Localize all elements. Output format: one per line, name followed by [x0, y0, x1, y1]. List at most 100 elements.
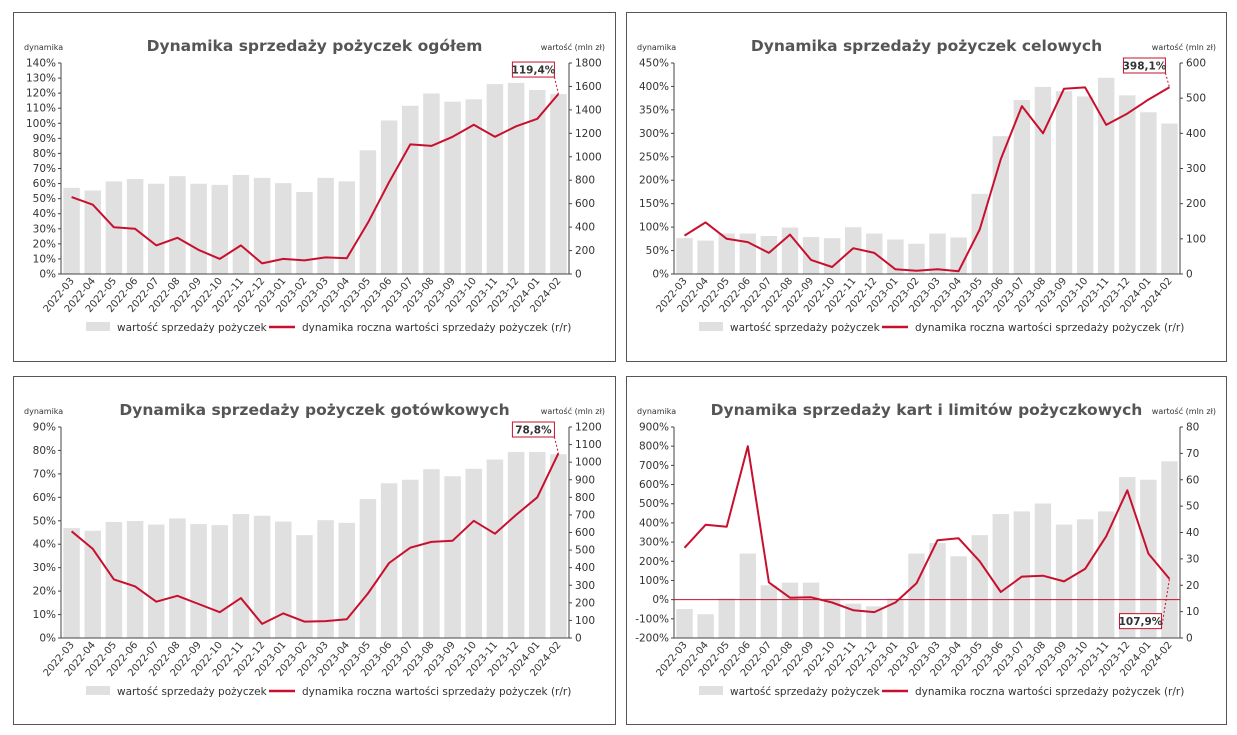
left-tick-label: 20% — [33, 586, 56, 598]
left-tick-label: 200% — [639, 175, 669, 187]
callout-leader — [1160, 578, 1170, 629]
bar-2023-09 — [1055, 91, 1073, 274]
bar-2023-02 — [296, 535, 313, 638]
bar-2022-09 — [802, 237, 820, 274]
bar-2023-08 — [1034, 503, 1052, 638]
bar-2022-10 — [211, 525, 229, 638]
bar-2023-05 — [971, 535, 988, 638]
bar-2023-11 — [1097, 77, 1115, 275]
bar-2023-11 — [1097, 511, 1115, 638]
chart-title: Dynamika sprzedaży pożyczek ogółem — [147, 37, 483, 55]
bar-2023-10 — [465, 99, 483, 274]
legend-bar-swatch — [699, 322, 723, 331]
right-tick-label: 60 — [1186, 474, 1199, 486]
bar-2023-02 — [908, 243, 925, 274]
right-tick-label: 100 — [1186, 233, 1206, 245]
callout-label: 398,1% — [1123, 61, 1167, 73]
left-tick-label: 40% — [33, 539, 56, 551]
line-series-dynamika — [70, 452, 560, 625]
right-tick-label: 200 — [575, 245, 595, 257]
bar-2024-02 — [1161, 123, 1178, 274]
bar-2022-04 — [697, 240, 714, 274]
bar-2022-10 — [823, 598, 841, 638]
bar-2023-02 — [908, 553, 925, 638]
bar-2023-05 — [971, 193, 988, 274]
bar-2022-12 — [866, 606, 883, 638]
left-tick-label: 350% — [639, 104, 669, 116]
left-tick-label: -100% — [635, 613, 669, 625]
left-tick-label: 90% — [33, 133, 56, 145]
right-axis-label: wartość (mln zł) — [541, 42, 605, 52]
right-tick-label: 0 — [575, 269, 582, 281]
bar-2024-02 — [1161, 461, 1178, 638]
bar-2022-12 — [253, 515, 271, 638]
right-tick-label: 1000 — [575, 151, 602, 163]
left-tick-label: 80% — [33, 148, 56, 160]
right-tick-label: 1800 — [575, 58, 602, 70]
right-tick-label: 0 — [1186, 269, 1193, 281]
bar-2022-07 — [147, 183, 165, 274]
bar-2023-07 — [401, 105, 419, 275]
bar-2023-04 — [338, 181, 356, 274]
chart-svg: Dynamika sprzedaży kart i limitów pożycz… — [635, 401, 1216, 698]
right-axis-label: wartość (mln zł) — [541, 406, 605, 416]
bar-2022-09 — [802, 582, 820, 638]
bar-2022-03 — [63, 187, 80, 274]
bar-2023-09 — [444, 101, 461, 274]
left-tick-label: 40% — [33, 208, 56, 220]
bar-2023-06 — [992, 514, 1010, 638]
chart-panel-ogolem: Dynamika sprzedaży pożyczek ogółem dynami… — [13, 12, 616, 362]
bar-2022-07 — [147, 524, 165, 638]
right-tick-label: 1200 — [575, 128, 602, 140]
bar-2023-03 — [317, 177, 334, 274]
right-tick-label: 0 — [575, 633, 582, 645]
right-tick-label: 400 — [1186, 128, 1206, 140]
bar-2022-06 — [739, 233, 757, 274]
legend-line-label: dynamika roczna wartości sprzedaży pożyc… — [915, 686, 1184, 698]
left-axis-label: dynamika — [24, 407, 63, 416]
right-tick-label: 300 — [1186, 163, 1206, 175]
bar-2022-03 — [676, 238, 693, 274]
bar-2023-11 — [486, 459, 504, 638]
right-tick-label: 600 — [1186, 58, 1206, 70]
bar-2023-11 — [486, 84, 504, 274]
bar-2023-12 — [507, 82, 525, 274]
bar-2022-08 — [781, 582, 799, 638]
right-tick-label: 10 — [1186, 606, 1199, 618]
legend-bar-swatch — [86, 322, 110, 331]
bar-2023-02 — [296, 191, 313, 274]
bar-2023-12 — [1119, 477, 1136, 638]
right-tick-label: 20 — [1186, 580, 1199, 592]
left-tick-label: 70% — [33, 163, 56, 175]
left-tick-label: 110% — [26, 103, 56, 115]
chart-svg: Dynamika sprzedaży pożyczek celowych dyna… — [637, 37, 1216, 334]
left-tick-label: 400% — [639, 81, 669, 93]
bar-2023-01 — [274, 521, 292, 638]
bar-2022-10 — [211, 184, 229, 274]
bar-2024-01 — [528, 451, 546, 638]
left-tick-label: 100% — [639, 575, 669, 587]
bar-2024-01 — [1140, 112, 1157, 274]
bar-2023-03 — [929, 543, 946, 638]
bar-2022-04 — [697, 614, 714, 638]
callout-box — [511, 61, 555, 78]
bar-2024-01 — [1140, 479, 1157, 638]
bar-2023-04 — [338, 522, 356, 638]
bar-2022-06 — [126, 521, 144, 638]
bar-2022-11 — [232, 174, 250, 274]
bar-2022-05 — [718, 598, 735, 638]
bar-2022-03 — [676, 608, 693, 638]
legend-line-label: dynamika roczna wartości sprzedaży pożyc… — [915, 322, 1184, 334]
callout-leader — [553, 436, 559, 454]
left-tick-label: 60% — [33, 178, 56, 190]
bar-2022-11 — [844, 227, 862, 274]
right-tick-label: 500 — [575, 545, 595, 557]
chart-svg: Dynamika sprzedaży pożyczek ogółem dynami… — [24, 37, 605, 334]
left-tick-label: 0% — [39, 269, 56, 281]
chart-title: Dynamika sprzedaży kart i limitów pożycz… — [711, 401, 1143, 419]
bar-2022-09 — [190, 183, 207, 274]
left-tick-label: 120% — [26, 88, 56, 100]
left-tick-label: 900% — [639, 422, 669, 434]
left-tick-label: 60% — [33, 492, 56, 504]
right-tick-label: 400 — [575, 562, 595, 574]
